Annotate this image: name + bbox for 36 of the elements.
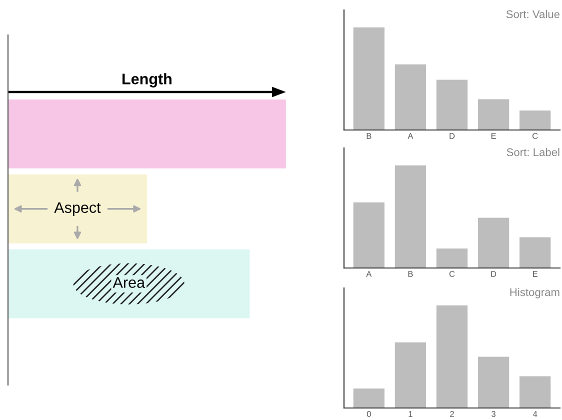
x-tick-label: A xyxy=(408,133,414,139)
x-tick-label: 1 xyxy=(408,411,412,417)
x-tick-label: 4 xyxy=(532,411,538,417)
x-tick-label: E xyxy=(491,133,496,139)
bar xyxy=(394,342,426,408)
bar xyxy=(353,202,384,268)
x-tick-label: B xyxy=(366,133,372,139)
bar xyxy=(478,356,510,408)
bar xyxy=(436,248,468,268)
x-tick-label: B xyxy=(408,271,413,277)
chart-title: Sort: Label xyxy=(506,148,560,156)
bar xyxy=(520,237,551,268)
bar xyxy=(520,376,551,408)
bar xyxy=(478,218,510,268)
chart-title: Histogram xyxy=(510,288,560,298)
x-tick-label: A xyxy=(366,271,372,277)
x-tick-label: 3 xyxy=(492,411,496,417)
bar xyxy=(353,388,384,408)
x-tick-label: C xyxy=(532,133,538,139)
annotation: Aspect xyxy=(54,202,101,216)
x-tick-label: 0 xyxy=(366,411,371,417)
x-tick-label: 2 xyxy=(450,411,454,417)
bar xyxy=(478,99,510,130)
chart-title: Sort: Value xyxy=(506,10,560,18)
x-tick-label: D xyxy=(450,133,455,139)
bar xyxy=(436,80,468,130)
x-tick-label: D xyxy=(491,271,496,277)
bar xyxy=(394,165,426,268)
bar xyxy=(353,27,384,130)
x-tick-label: C xyxy=(449,271,455,277)
x-tick-label: E xyxy=(532,271,538,277)
bar xyxy=(520,110,551,130)
annotation: Area xyxy=(112,277,146,288)
bar xyxy=(436,305,468,408)
bar xyxy=(394,64,426,130)
annotation: Length xyxy=(122,73,172,88)
